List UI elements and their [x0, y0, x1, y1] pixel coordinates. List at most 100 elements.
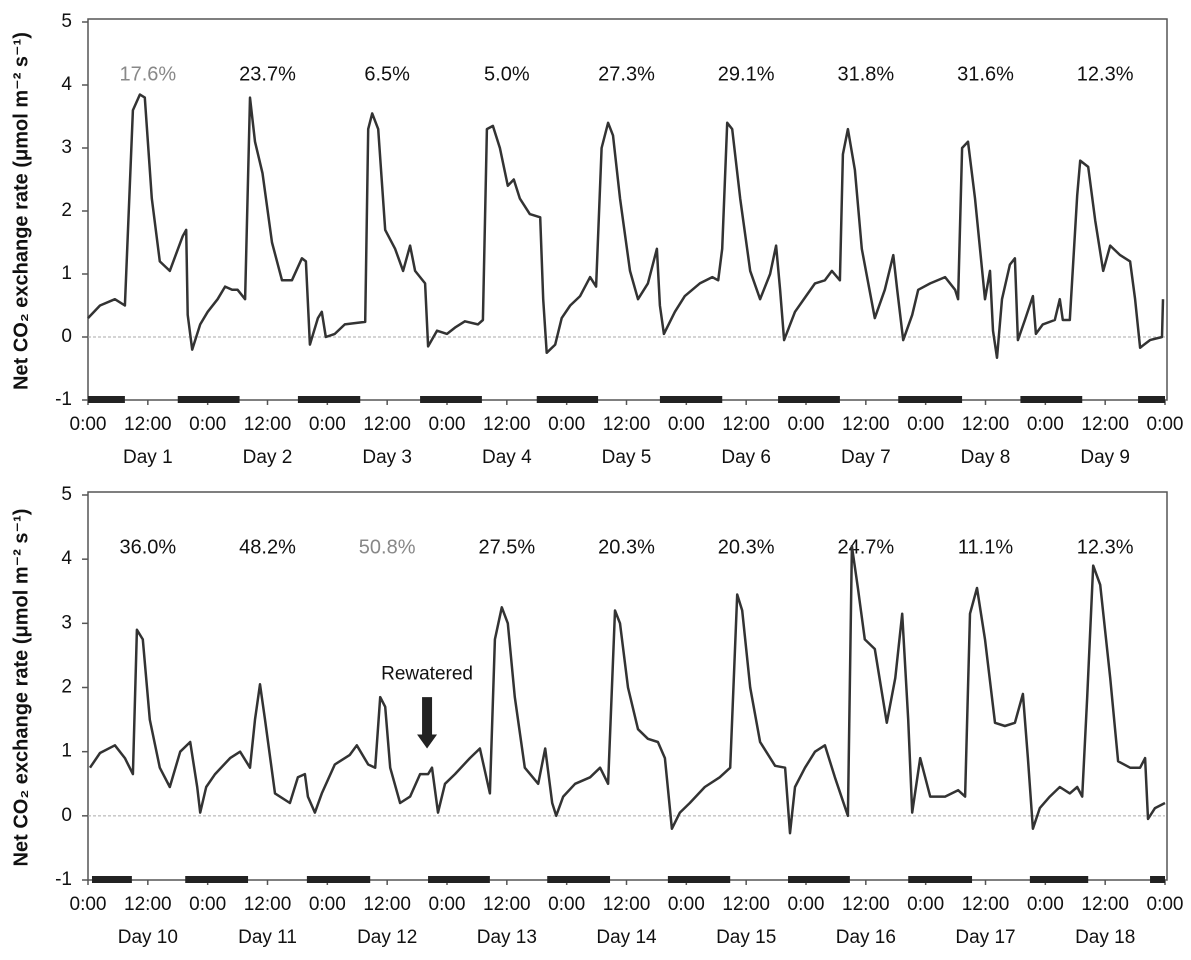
day-label: Day 2 [243, 447, 293, 468]
y-tick-label: 5 [61, 11, 72, 32]
x-tick-label: 0:00 [668, 894, 705, 915]
x-tick-label: 12:00 [962, 894, 1010, 915]
x-tick-label: 12:00 [842, 894, 890, 915]
x-tick-label: 12:00 [603, 894, 651, 915]
x-tick-label: 0:00 [309, 414, 346, 435]
y-tick-label: 0 [61, 805, 72, 826]
x-tick-label: 0:00 [788, 894, 825, 915]
annotation-text: Rewatered [381, 664, 473, 685]
y-tick-label: 3 [61, 612, 72, 633]
x-tick-label: 0:00 [429, 894, 466, 915]
percentage-label: 17.6% [119, 63, 176, 85]
dark-period [306, 876, 371, 883]
y-tick-label: 2 [61, 677, 72, 698]
dark-period [420, 396, 482, 403]
percentage-label: 31.8% [837, 63, 894, 85]
dark-period [536, 396, 599, 403]
x-tick-label: 12:00 [842, 414, 890, 435]
x-tick-label: 0:00 [70, 414, 107, 435]
day-label: Day 5 [602, 447, 652, 468]
x-tick-label: 0:00 [1147, 414, 1184, 435]
percentage-label: 20.3% [718, 536, 775, 558]
y-axis-title: Net CO₂ exchange rate (μmol m⁻² s⁻¹) [10, 32, 32, 390]
dark-period [1029, 876, 1089, 883]
percentage-label: 20.3% [598, 536, 655, 558]
x-tick-label: 0:00 [907, 894, 944, 915]
y-tick-label: 1 [61, 741, 72, 762]
percentage-label: 31.6% [957, 63, 1014, 85]
percentage-label: 24.7% [837, 536, 894, 558]
dark-period [778, 396, 840, 403]
percentage-label: 48.2% [239, 536, 296, 558]
y-axis-title: Net CO₂ exchange rate (μmol m⁻² s⁻¹) [10, 509, 32, 867]
y-tick-label: 4 [61, 548, 72, 569]
day-label: Day 10 [118, 927, 178, 948]
dark-period [88, 396, 125, 403]
x-tick-label: 12:00 [962, 414, 1010, 435]
x-tick-label: 12:00 [244, 414, 292, 435]
percentage-label: 5.0% [484, 63, 530, 85]
y-tick-label: -1 [55, 869, 72, 890]
day-label: Day 18 [1075, 927, 1135, 948]
x-tick-label: 12:00 [124, 414, 172, 435]
dark-period [667, 876, 731, 883]
x-tick-label: 0:00 [309, 894, 346, 915]
day-label: Day 15 [716, 927, 776, 948]
x-tick-label: 0:00 [429, 414, 466, 435]
dark-period [1150, 876, 1165, 883]
day-label: Day 12 [357, 927, 417, 948]
x-tick-label: 12:00 [722, 414, 770, 435]
x-tick-label: 12:00 [722, 894, 770, 915]
x-tick-label: 12:00 [1081, 414, 1129, 435]
x-tick-label: 12:00 [363, 894, 411, 915]
percentage-label: 23.7% [239, 63, 296, 85]
x-tick-label: 0:00 [788, 414, 825, 435]
dark-period [428, 876, 490, 883]
x-tick-label: 0:00 [189, 894, 226, 915]
y-tick-label: 5 [61, 484, 72, 505]
day-label: Day 4 [482, 447, 532, 468]
percentage-label: 50.8% [359, 536, 416, 558]
annotation-arrow [417, 697, 438, 749]
x-tick-label: 0:00 [1027, 894, 1064, 915]
y-tick-label: 4 [61, 74, 72, 95]
percentage-label: 12.3% [1077, 63, 1134, 85]
day-label: Day 6 [721, 447, 771, 468]
x-tick-label: 0:00 [668, 414, 705, 435]
y-tick-label: 2 [61, 200, 72, 221]
x-tick-label: 0:00 [189, 414, 226, 435]
x-tick-label: 12:00 [244, 894, 292, 915]
day-label: Day 11 [238, 927, 297, 948]
percentage-label: 11.1% [958, 536, 1013, 558]
day-label: Day 7 [841, 447, 891, 468]
x-tick-label: 0:00 [907, 414, 944, 435]
x-tick-label: 0:00 [548, 894, 585, 915]
x-tick-label: 0:00 [1147, 894, 1184, 915]
y-tick-label: 3 [61, 137, 72, 158]
dark-period [659, 396, 723, 403]
y-tick-label: 0 [61, 326, 72, 347]
dark-period [1020, 396, 1083, 403]
day-label: Day 17 [955, 927, 1015, 948]
dark-period [91, 876, 132, 883]
dark-period [547, 876, 611, 883]
x-tick-label: 0:00 [1027, 414, 1064, 435]
y-tick-label: -1 [55, 389, 72, 410]
dark-period [185, 876, 249, 883]
dark-period [177, 396, 240, 403]
x-tick-label: 0:00 [548, 414, 585, 435]
percentage-label: 27.3% [598, 63, 655, 85]
x-tick-label: 0:00 [70, 894, 107, 915]
dark-period [297, 396, 361, 403]
plot-frame [87, 18, 1168, 401]
x-tick-label: 12:00 [363, 414, 411, 435]
day-label: Day 16 [836, 927, 896, 948]
x-tick-label: 12:00 [483, 894, 531, 915]
series-line [88, 545, 1166, 835]
dark-period [898, 396, 963, 403]
day-label: Day 9 [1080, 447, 1130, 468]
day-label: Day 13 [477, 927, 537, 948]
day-label: Day 14 [596, 927, 657, 948]
y-tick-label: 1 [61, 263, 72, 284]
